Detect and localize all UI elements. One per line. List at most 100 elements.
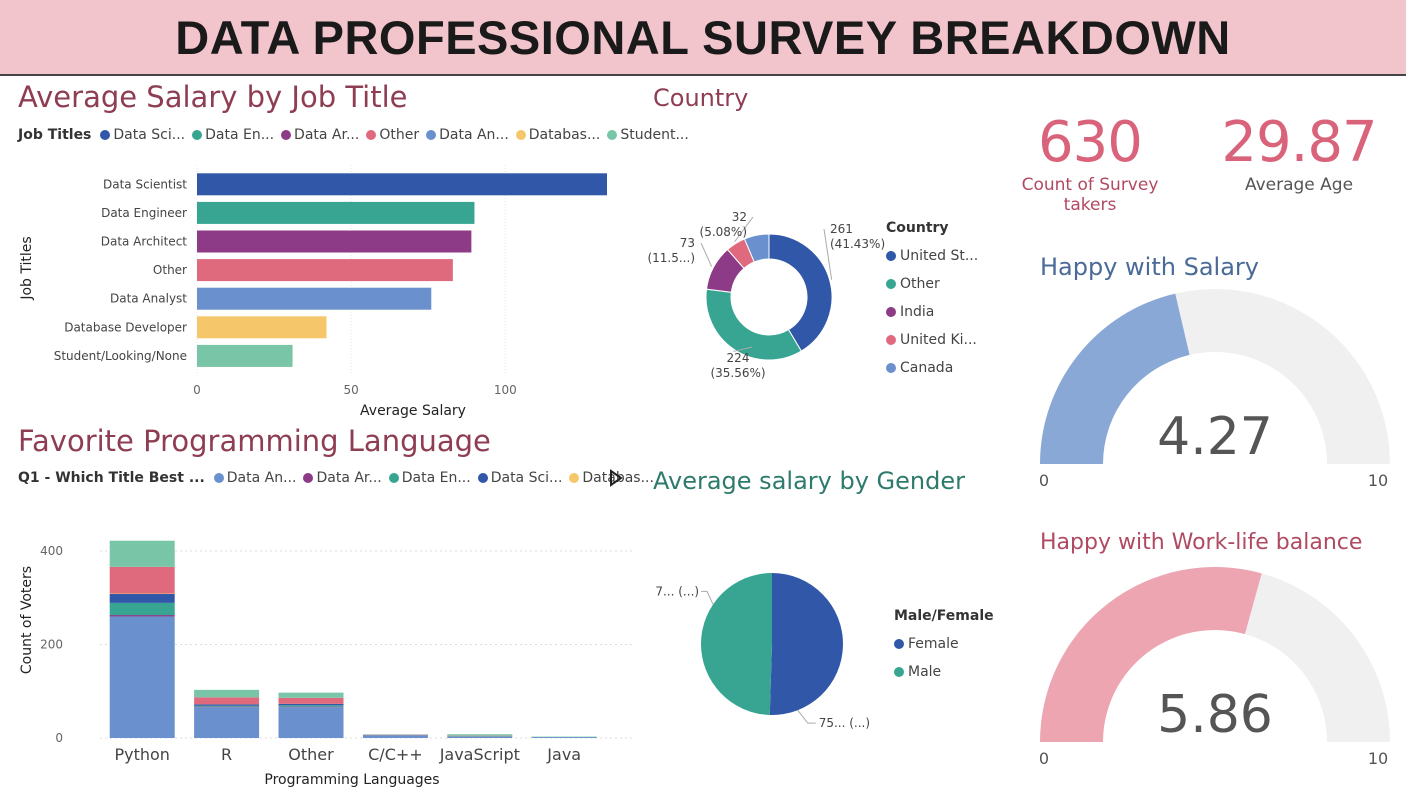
legend-color-dot	[569, 473, 580, 483]
legend-color-dot	[607, 130, 618, 140]
language-bar-segment[interactable]	[109, 540, 175, 567]
language-bar-segment[interactable]	[278, 703, 344, 706]
legend-color-dot	[388, 473, 399, 483]
language-bar-segment[interactable]	[362, 735, 428, 738]
country-legend-label: Other	[900, 276, 940, 292]
country-donut-slice[interactable]	[743, 233, 770, 263]
language-bar-segment[interactable]	[194, 705, 260, 707]
language-bar-segment[interactable]	[194, 704, 260, 706]
language-category-label: JavaScript	[439, 745, 520, 764]
salary-legend-item[interactable]: Data Sci...	[100, 127, 185, 143]
salary-legend-item[interactable]: Data En...	[192, 127, 274, 143]
language-legend-label: Databas...	[582, 470, 654, 486]
gauge-min-label: 0	[1039, 471, 1049, 490]
language-bar-segment[interactable]	[531, 737, 597, 738]
salary-legend-label: Data Sci...	[113, 127, 186, 143]
country-legend-item[interactable]: India	[886, 298, 978, 326]
salary-bar[interactable]	[197, 259, 453, 282]
language-legend-item[interactable]: Data En...	[388, 470, 471, 486]
kpi-count-card: 630 Count of Survey takers	[1000, 110, 1180, 215]
salary-bar[interactable]	[197, 173, 607, 196]
gender-legend-label: Male	[908, 664, 942, 680]
country-data-label-pct: (35.56%)	[710, 366, 765, 380]
salary-x-tick-label: 50	[343, 383, 358, 397]
language-bar-segment[interactable]	[109, 602, 175, 616]
language-legend-item[interactable]: Data Sci...	[477, 470, 562, 486]
country-legend-item[interactable]: United Ki...	[886, 326, 978, 354]
legend-color-dot	[477, 473, 488, 483]
language-bar-segment[interactable]	[109, 616, 175, 738]
dashboard-header: DATA PROFESSIONAL SURVEY BREAKDOWN	[0, 0, 1406, 76]
country-donut-slice[interactable]	[705, 288, 802, 361]
language-y-axis-label: Count of Voters	[19, 566, 35, 674]
salary-bar[interactable]	[197, 230, 472, 253]
gender-pie-slice[interactable]	[769, 573, 844, 715]
legend-color-dot	[281, 130, 292, 140]
language-legend-item[interactable]: Databas...	[569, 470, 654, 486]
language-bar-segment[interactable]	[278, 692, 344, 698]
language-category-label: Other	[288, 745, 334, 764]
language-legend-item[interactable]: Data An...	[213, 470, 296, 486]
language-y-tick-label: 200	[40, 638, 63, 652]
country-donut-slice[interactable]	[768, 233, 833, 352]
salary-legend-label: Databas...	[528, 127, 601, 143]
language-bar-segment[interactable]	[194, 697, 260, 705]
salary-category-label: Data Architect	[101, 235, 188, 249]
legend-color-dot	[894, 639, 904, 649]
salary-bar[interactable]	[197, 316, 327, 339]
gender-data-label: 75... (...)	[819, 716, 870, 730]
salary-legend-item[interactable]: Data Ar...	[281, 127, 359, 143]
salary-legend-item[interactable]: Student...	[607, 127, 689, 143]
gender-legend-item[interactable]: Female	[894, 630, 994, 658]
gender-legend-item[interactable]: Male	[894, 658, 994, 686]
language-bar-segment[interactable]	[109, 615, 175, 617]
country-leader-line	[823, 228, 833, 280]
dashboard-title: DATA PROFESSIONAL SURVEY BREAKDOWN	[175, 10, 1231, 64]
language-x-axis-label: Programming Languages	[264, 772, 439, 788]
country-legend-item[interactable]: United St...	[886, 242, 978, 270]
language-bar-segment[interactable]	[447, 736, 513, 738]
language-category-label: Java	[546, 745, 581, 764]
language-legend-title: Q1 - Which Title Best ...	[18, 470, 205, 486]
salary-category-label: Data Analyst	[110, 292, 187, 306]
language-bar-segment[interactable]	[278, 707, 344, 738]
salary-legend-label: Student...	[620, 127, 689, 143]
language-bar-segment[interactable]	[194, 689, 260, 698]
salary-x-tick-label: 0	[193, 383, 201, 397]
gauge-max-label: 10	[1368, 471, 1388, 490]
language-bar-segment[interactable]	[447, 734, 513, 736]
salary-legend-item[interactable]: Data An...	[426, 127, 509, 143]
salary-legend-title: Job Titles	[18, 127, 92, 143]
salary-category-label: Data Engineer	[101, 206, 187, 220]
gender-pie-slice[interactable]	[701, 573, 772, 715]
salary-legend-item[interactable]: Other	[366, 127, 419, 143]
country-data-label-value: 224	[727, 351, 750, 365]
salary-legend-item[interactable]: Databas...	[515, 127, 601, 143]
gauge-worklife-title: Happy with Work-life balance	[1040, 530, 1363, 555]
language-bar-segment[interactable]	[109, 566, 175, 594]
country-leader-line	[733, 346, 753, 352]
language-category-label: R	[221, 745, 232, 764]
language-bar-segment[interactable]	[278, 705, 344, 707]
gauge-fill[interactable]	[1040, 567, 1262, 742]
language-bar-segment[interactable]	[109, 594, 175, 603]
legend-color-dot	[303, 473, 314, 483]
salary-category-label: Other	[153, 263, 187, 277]
language-bar-segment[interactable]	[194, 707, 260, 738]
gender-chart-title: Average salary by Gender	[653, 467, 965, 495]
salary-bar[interactable]	[197, 344, 293, 367]
language-bar-segment[interactable]	[278, 697, 344, 704]
gauge-fill[interactable]	[1040, 293, 1190, 464]
country-legend: Country United St... Other India United Ki.…	[886, 220, 978, 382]
country-legend-item[interactable]: Canada	[886, 354, 978, 382]
salary-bar[interactable]	[197, 287, 432, 310]
legend-next-arrow-icon[interactable]	[608, 469, 624, 487]
gauge-salary-title: Happy with Salary	[1040, 253, 1259, 281]
salary-bar[interactable]	[197, 201, 475, 224]
language-y-tick-label: 0	[55, 731, 63, 745]
country-legend-item[interactable]: Other	[886, 270, 978, 298]
kpi-count-value: 630	[1038, 110, 1143, 175]
country-leader-line	[700, 242, 713, 267]
legend-color-dot	[426, 130, 437, 140]
language-legend-item[interactable]: Data Ar...	[303, 470, 382, 486]
